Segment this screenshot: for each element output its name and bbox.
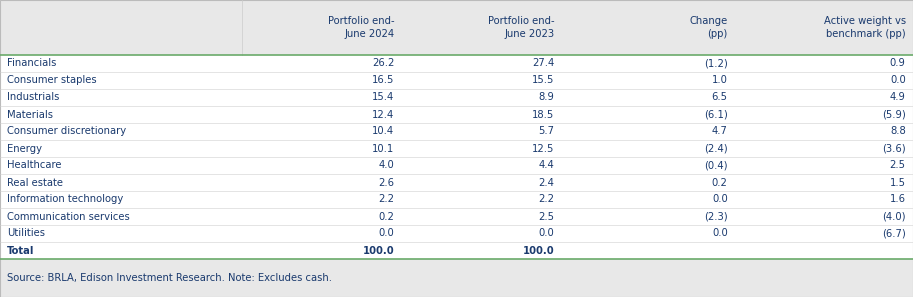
Text: 0.0: 0.0: [712, 228, 728, 238]
Text: Change
(pp): Change (pp): [689, 16, 728, 39]
Text: 1.0: 1.0: [712, 75, 728, 86]
Text: (2.3): (2.3): [704, 211, 728, 222]
Text: Consumer staples: Consumer staples: [7, 75, 97, 86]
Text: 8.9: 8.9: [539, 92, 554, 102]
Text: Active weight vs
benchmark (pp): Active weight vs benchmark (pp): [824, 16, 906, 39]
Text: 26.2: 26.2: [372, 59, 394, 69]
Text: (2.4): (2.4): [704, 143, 728, 154]
Text: 2.2: 2.2: [378, 195, 394, 205]
Text: 0.0: 0.0: [712, 195, 728, 205]
Text: (4.0): (4.0): [882, 211, 906, 222]
Text: 2.5: 2.5: [538, 211, 554, 222]
Text: 2.4: 2.4: [539, 178, 554, 187]
Text: 15.4: 15.4: [373, 92, 394, 102]
Text: 0.2: 0.2: [379, 211, 394, 222]
Text: Energy: Energy: [7, 143, 42, 154]
Text: 10.1: 10.1: [373, 143, 394, 154]
Text: (3.6): (3.6): [882, 143, 906, 154]
Text: 27.4: 27.4: [532, 59, 554, 69]
Text: 5.7: 5.7: [538, 127, 554, 137]
Text: Materials: Materials: [7, 110, 53, 119]
Text: 16.5: 16.5: [372, 75, 394, 86]
Text: (1.2): (1.2): [704, 59, 728, 69]
Bar: [0, 55, 913, 259]
Text: 8.8: 8.8: [890, 127, 906, 137]
Text: (6.7): (6.7): [882, 228, 906, 238]
Text: 4.9: 4.9: [890, 92, 906, 102]
Text: 12.4: 12.4: [373, 110, 394, 119]
Text: Utilities: Utilities: [7, 228, 46, 238]
Text: 4.7: 4.7: [712, 127, 728, 137]
Text: 100.0: 100.0: [522, 246, 554, 255]
Text: Industrials: Industrials: [7, 92, 59, 102]
Text: 0.0: 0.0: [539, 228, 554, 238]
Text: 2.6: 2.6: [378, 178, 394, 187]
Text: Consumer discretionary: Consumer discretionary: [7, 127, 126, 137]
Text: Portfolio end-
June 2024: Portfolio end- June 2024: [328, 16, 394, 39]
Text: Communication services: Communication services: [7, 211, 130, 222]
Text: (5.9): (5.9): [882, 110, 906, 119]
Text: Source: BRLA, Edison Investment Research. Note: Excludes cash.: Source: BRLA, Edison Investment Research…: [7, 273, 332, 283]
Text: 100.0: 100.0: [362, 246, 394, 255]
Text: 4.0: 4.0: [379, 160, 394, 170]
Text: 2.5: 2.5: [889, 160, 906, 170]
Text: 1.6: 1.6: [889, 195, 906, 205]
Text: 0.0: 0.0: [890, 75, 906, 86]
Text: 0.0: 0.0: [379, 228, 394, 238]
Text: 6.5: 6.5: [711, 92, 728, 102]
Text: 2.2: 2.2: [538, 195, 554, 205]
Text: Real estate: Real estate: [7, 178, 63, 187]
Text: 0.2: 0.2: [712, 178, 728, 187]
Text: 0.9: 0.9: [890, 59, 906, 69]
Text: Financials: Financials: [7, 59, 57, 69]
Text: 15.5: 15.5: [531, 75, 554, 86]
Text: Total: Total: [7, 246, 35, 255]
Text: Information technology: Information technology: [7, 195, 123, 205]
Text: (0.4): (0.4): [704, 160, 728, 170]
Bar: [0, 0, 913, 55]
Text: (6.1): (6.1): [704, 110, 728, 119]
Text: 10.4: 10.4: [373, 127, 394, 137]
Text: 4.4: 4.4: [539, 160, 554, 170]
Text: 12.5: 12.5: [531, 143, 554, 154]
Text: Portfolio end-
June 2023: Portfolio end- June 2023: [488, 16, 554, 39]
Text: Healthcare: Healthcare: [7, 160, 62, 170]
Bar: [0, 259, 913, 297]
Text: 18.5: 18.5: [532, 110, 554, 119]
Text: 1.5: 1.5: [889, 178, 906, 187]
